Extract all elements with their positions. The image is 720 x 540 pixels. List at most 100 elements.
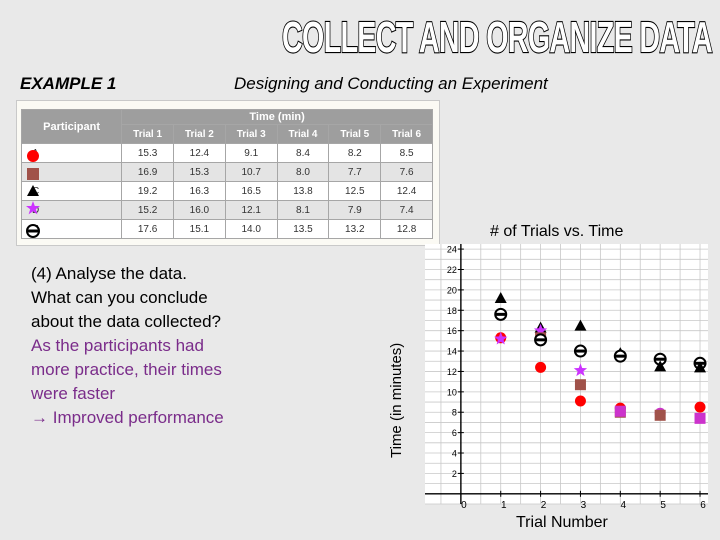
data-point-square	[694, 412, 706, 424]
minus-circle-icon	[26, 224, 40, 238]
participant-cell: E	[20, 219, 123, 239]
y-tick-label: 16	[447, 326, 457, 336]
data-point-square	[654, 409, 666, 421]
y-tick-label: 14	[447, 347, 457, 357]
table-row: A 15.3 12.4 9.1 8.4 8.2 8.5	[20, 143, 433, 163]
time-cell: 9.1	[224, 143, 278, 163]
time-cell: 7.6	[380, 162, 433, 182]
time-cell: 7.4	[380, 200, 433, 220]
time-group-header: Time (min)	[121, 109, 433, 125]
data-point-star	[533, 323, 548, 337]
time-cell: 8.1	[276, 200, 330, 220]
time-cell: 7.9	[328, 200, 382, 220]
time-cell: 14.0	[224, 219, 278, 239]
time-cell: 13.5	[276, 219, 330, 239]
data-point-triangle	[694, 361, 707, 373]
time-cell: 8.5	[380, 143, 433, 163]
time-cell: 12.5	[328, 181, 382, 201]
x-tick-label: 0	[461, 500, 467, 511]
table-row: B 16.9 15.3 10.7 8.0 7.7 7.6	[20, 162, 433, 182]
data-point-square	[574, 379, 586, 391]
data-point-triangle	[494, 292, 507, 304]
time-cell: 19.2	[121, 181, 174, 201]
question-line: (4) Analyse the data.	[31, 264, 187, 283]
data-table-panel: Participant Time (min) Trial 1 Trial 2 T…	[16, 100, 440, 246]
y-axis-label: Time (in minutes)	[388, 342, 405, 458]
purple-star-icon	[26, 201, 40, 215]
time-cell: 15.3	[173, 162, 226, 182]
answer-line: more practice, their times	[31, 360, 222, 379]
red-circle-icon	[27, 150, 39, 162]
analysis-text: (4) Analyse the data. What can you concl…	[31, 262, 291, 430]
time-cell: 12.1	[224, 200, 278, 220]
data-point-minus-bar	[654, 357, 666, 361]
data-point-circle	[694, 401, 706, 413]
question-line: about the data collected?	[31, 312, 221, 331]
time-cell: 16.5	[224, 181, 278, 201]
x-tick-label: 5	[660, 500, 666, 511]
y-tick-label: 6	[452, 428, 457, 438]
time-cell: 8.4	[276, 143, 330, 163]
data-point-circle	[574, 395, 586, 407]
data-point-minus-bar	[614, 354, 626, 358]
x-tick-label: 3	[581, 500, 587, 511]
slide-subtitle: Designing and Conducting an Experiment	[234, 74, 548, 93]
answer-line: As the participants had	[31, 336, 204, 355]
x-tick-label: 2	[541, 500, 547, 511]
data-point-triangle	[654, 360, 667, 372]
y-tick-label: 12	[447, 367, 457, 377]
chart-plot-area	[425, 244, 708, 504]
data-point-circle	[535, 361, 547, 373]
time-cell: 13.8	[276, 181, 330, 201]
data-table: Participant Time (min) Trial 1 Trial 2 T…	[20, 109, 433, 239]
y-tick-label: 20	[447, 285, 457, 295]
data-point-minus-bar	[535, 338, 547, 342]
answer-line: were faster	[31, 384, 116, 403]
time-cell: 7.7	[328, 162, 382, 182]
y-tick-label: 22	[447, 265, 457, 275]
table-row: D 15.2 16.0 12.1 8.1 7.9 7.4	[20, 200, 433, 220]
time-cell: 15.1	[173, 219, 226, 239]
time-cell: 13.2	[328, 219, 382, 239]
data-point-minus-bar	[495, 312, 507, 316]
data-point-minus-bar	[574, 349, 586, 353]
page-title-graphic: COLLECT AND ORGANIZE DATA	[281, 12, 714, 63]
trial-header: Trial 3	[224, 124, 278, 144]
data-point-star	[573, 363, 588, 377]
y-tick-label: 4	[452, 449, 457, 459]
time-cell: 15.3	[121, 143, 174, 163]
trial-header: Trial 2	[173, 124, 226, 144]
y-tick-label: 18	[447, 306, 457, 316]
time-cell: 17.6	[121, 219, 174, 239]
table-row: E 17.6 15.1 14.0 13.5 13.2 12.8	[20, 219, 433, 239]
time-cell: 8.0	[276, 162, 330, 182]
time-cell: 12.8	[380, 219, 433, 239]
time-cell: 10.7	[224, 162, 278, 182]
answer-line: → Improved performance	[31, 408, 224, 427]
time-cell: 16.9	[121, 162, 174, 182]
page-title: COLLECT AND ORGANIZE DATA	[280, 6, 716, 64]
time-cell: 16.3	[173, 181, 226, 201]
y-tick-label: 8	[452, 408, 457, 418]
data-point-triangle	[574, 319, 587, 331]
time-cell: 16.0	[173, 200, 226, 220]
participant-cell: A	[20, 143, 123, 163]
page-title-text: COLLECT AND ORGANIZE DATA	[282, 13, 712, 62]
y-tick-label: 2	[452, 469, 457, 479]
trial-header: Trial 4	[276, 124, 330, 144]
time-cell: 12.4	[380, 181, 433, 201]
data-point-star	[494, 331, 508, 345]
y-tick-label: 24	[447, 245, 457, 255]
trial-header: Trial 1	[121, 124, 174, 144]
participant-cell: B	[20, 162, 123, 182]
participant-marker-key	[26, 150, 40, 238]
table-row: C 19.2 16.3 16.5 13.8 12.5 12.4	[20, 181, 433, 201]
time-cell: 15.2	[121, 200, 174, 220]
y-tick-label: 10	[447, 387, 457, 397]
data-point-square	[614, 405, 626, 417]
chart-title: # of Trials vs. Time	[490, 223, 624, 240]
trial-header: Trial 5	[328, 124, 382, 144]
x-tick-label: 4	[621, 500, 627, 511]
trial-header: Trial 6	[380, 124, 433, 144]
